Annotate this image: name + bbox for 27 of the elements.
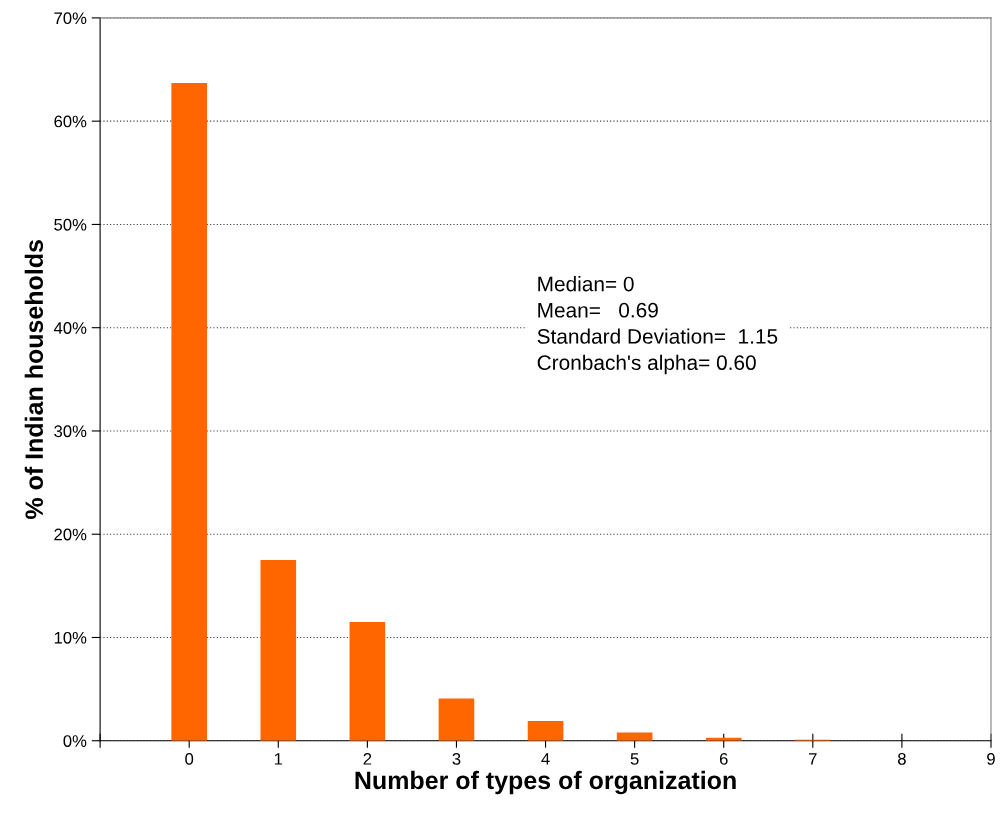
bar	[438, 698, 475, 741]
x-tick-label: 3	[452, 752, 461, 765]
annotation: Median= 0 Mean= 0.69 Standard Deviation= 1.15 Cronbach's alpha= 0.60	[537, 276, 778, 375]
y-tick-label: 40%	[53, 322, 87, 334]
y-tick-label: 0%	[63, 735, 87, 747]
x-tick-label: 8	[897, 752, 906, 765]
x-tick-label: 2	[363, 752, 372, 765]
y-tick-label: 10%	[54, 631, 87, 644]
y-tick-label: 30%	[54, 425, 87, 438]
bar	[616, 732, 653, 741]
x-tick-label: 6	[719, 752, 728, 765]
x-tick-label: 1	[274, 753, 283, 765]
x-tick-label: 9	[987, 752, 995, 765]
x-tick-label: 4	[541, 753, 550, 765]
x-tick-label: 0	[185, 752, 194, 765]
x-tick-label: 7	[809, 753, 817, 765]
y-tick-label: 70%	[54, 12, 87, 25]
bar	[171, 82, 208, 741]
x-tick-label: 5	[630, 753, 639, 765]
y-tick-label: 50%	[54, 218, 87, 231]
y-tick-label: 20%	[54, 528, 87, 541]
bar	[349, 621, 386, 741]
y-tick-label: 60%	[54, 115, 87, 128]
bar	[260, 560, 297, 741]
bar	[527, 721, 564, 741]
y-axis-title: % of Indian households	[24, 240, 44, 519]
x-axis-title: Number of types of organization	[355, 770, 736, 795]
